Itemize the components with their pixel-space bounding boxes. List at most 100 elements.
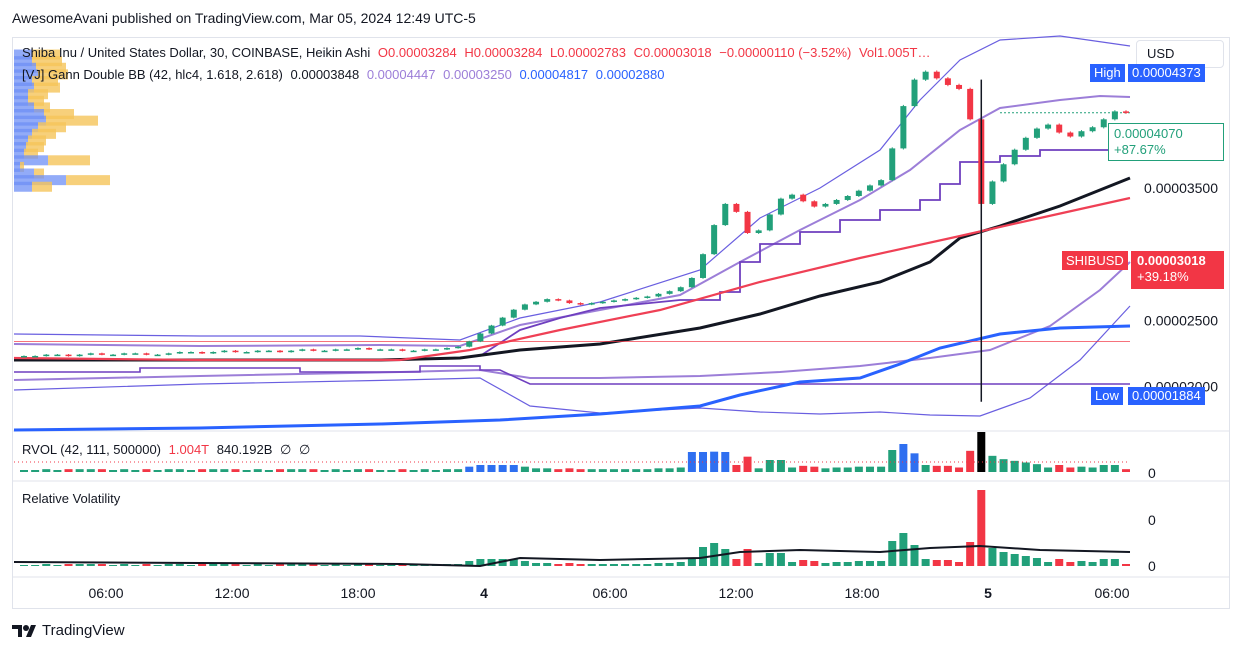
candle-body: [911, 79, 918, 107]
rvol-bar: [365, 469, 374, 472]
relvol-line: [13, 544, 1131, 568]
volume-profile-bar: [14, 175, 66, 186]
candle-body: [121, 353, 128, 355]
rvol-bar: [86, 469, 95, 472]
rvol-bar: [64, 469, 73, 472]
relvol-bar: [264, 565, 273, 566]
rvol-bar: [342, 470, 351, 472]
rvol-bar: [298, 469, 307, 472]
relvol-bar: [888, 541, 897, 566]
rvol-bar: [1044, 467, 1053, 472]
volume-profile-bar: [32, 75, 58, 86]
rvol-bar: [242, 470, 251, 472]
relvol-bar: [120, 564, 129, 566]
candle-body: [544, 299, 551, 302]
candle-body: [644, 296, 651, 298]
relvol-bar: [309, 564, 318, 566]
relvol-bar: [465, 561, 474, 566]
candle-body: [432, 349, 439, 351]
moving-average-red: [13, 196, 1131, 362]
candle-body: [1022, 137, 1029, 150]
volume-profile-bar: [14, 135, 28, 146]
rvol-value-1: 1.004T: [168, 442, 210, 457]
legend-change: −0.00000110 (−3.52%): [719, 45, 852, 60]
candle-body: [677, 287, 684, 292]
rvol-bar: [309, 469, 318, 472]
candle-body: [154, 354, 161, 357]
relvol-bar: [765, 553, 774, 566]
relvol-bar: [776, 553, 785, 566]
rvol-bar: [153, 470, 162, 472]
volume-profile-bar: [14, 115, 46, 126]
candle-body: [43, 354, 50, 357]
candle-body: [1123, 111, 1129, 113]
relvol-bar: [754, 563, 763, 566]
rvol-bar: [387, 470, 396, 472]
relvol-bar: [53, 565, 62, 566]
candle-body: [321, 350, 328, 353]
relvol-bar: [699, 547, 708, 566]
footer-brand: TradingView: [12, 622, 125, 639]
rvol-bar: [977, 432, 986, 472]
volume-profile-bar: [14, 168, 34, 179]
rvol-bar: [1021, 462, 1030, 472]
time-tick-label: 18:00: [844, 585, 879, 601]
relvol-bar: [276, 564, 285, 566]
rvol-bar: [20, 470, 28, 472]
relvol-bar: [175, 564, 184, 566]
legend-symbol: Shiba Inu / United States Dollar, 30, CO…: [22, 45, 371, 60]
volume-profile-bar: [14, 155, 48, 166]
time-tick-label: 06:00: [592, 585, 627, 601]
rvol-bar: [498, 465, 507, 472]
rvol-bar: [587, 469, 596, 472]
inner-lower-band: [13, 261, 1131, 381]
relvol-bar: [242, 565, 251, 566]
relvol-bar: [1077, 561, 1086, 566]
candle-body: [933, 71, 940, 79]
volume-profile-bar: [14, 122, 38, 133]
time-tick-label: 4: [480, 585, 488, 601]
rvol-bar: [910, 453, 919, 472]
rvol-bar: [520, 466, 529, 472]
candle-body: [343, 349, 350, 351]
outer-upper-band: [13, 35, 1131, 341]
rvol-bar: [832, 467, 841, 472]
candle-body: [288, 350, 295, 353]
currency-button[interactable]: USD: [1136, 40, 1224, 68]
rvol-bar: [431, 470, 440, 472]
relvol-bar: [966, 542, 975, 566]
time-tick-label: 12:00: [718, 585, 753, 601]
rvol-bar: [643, 469, 652, 472]
rvol-bar: [109, 470, 118, 472]
rvol-value-3: ∅: [280, 442, 292, 457]
candle-body: [98, 353, 105, 355]
volume-profile-bar: [36, 62, 66, 73]
candle-body: [1078, 131, 1085, 137]
volume-profile-bar: [14, 56, 32, 67]
relvol-bar: [943, 560, 952, 566]
candle-body: [777, 198, 784, 215]
volume-profile-bar: [24, 148, 38, 159]
relvol-axis-label: 0: [1148, 558, 1156, 574]
relvol-bar: [387, 565, 396, 566]
rvol-bar: [721, 452, 730, 472]
moving-average-blue: [13, 324, 1131, 432]
rvol-bar: [287, 469, 296, 472]
rvol-bar: [921, 465, 930, 472]
rvol-bar: [442, 469, 451, 472]
volume-profile-bar: [28, 95, 44, 106]
candle-body: [410, 350, 417, 353]
rvol-bar: [821, 468, 830, 472]
relvol-bar: [910, 545, 919, 566]
relvol-bar: [42, 564, 51, 566]
volume-profile-bar: [32, 181, 52, 192]
time-tick-label: 12:00: [214, 585, 249, 601]
rvol-bar: [253, 469, 262, 472]
relvol-bar: [298, 564, 307, 566]
volume-profile-bar: [32, 128, 56, 139]
volume-profile-bar: [32, 56, 62, 67]
relvol-bar: [365, 564, 374, 566]
relvol-bar: [609, 564, 618, 566]
rvol-axis-label: 0: [1148, 465, 1156, 481]
